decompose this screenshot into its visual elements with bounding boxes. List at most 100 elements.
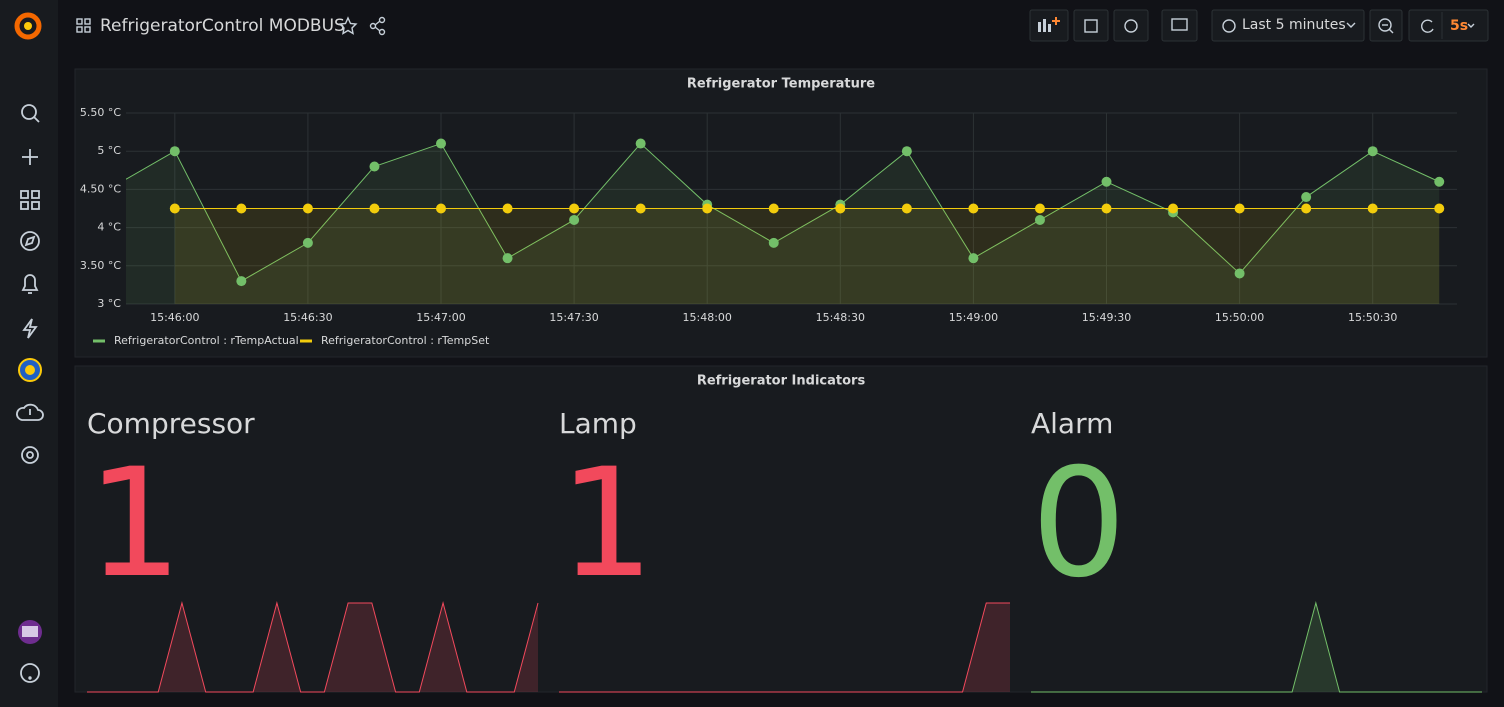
data-point	[1034, 214, 1045, 225]
x-tick-label: 15:50:00	[1215, 311, 1264, 324]
data-point	[302, 203, 313, 214]
data-point	[1234, 268, 1245, 279]
dashboards-icon[interactable]	[20, 190, 40, 210]
share-icon[interactable]	[369, 16, 386, 36]
data-point	[436, 138, 447, 149]
x-tick-label: 15:49:00	[949, 311, 998, 324]
data-point	[569, 214, 580, 225]
refresh-interval[interactable]: 5s	[1450, 18, 1468, 34]
data-point	[702, 203, 713, 214]
sparkline-area	[87, 603, 538, 692]
stat-value: 0	[1031, 437, 1126, 611]
server-icon[interactable]	[18, 358, 42, 382]
chevron	[1346, 22, 1356, 28]
dashboard-title[interactable]: RefrigeratorControl MODBUS	[100, 16, 345, 36]
plot-area	[126, 138, 1445, 304]
legend-label[interactable]: RefrigeratorControl : rTempSet	[321, 334, 490, 347]
x-tick-label: 15:48:00	[683, 311, 732, 324]
time-picker[interactable]	[1211, 9, 1365, 42]
stat-name: Compressor	[87, 407, 255, 440]
data-point	[1234, 203, 1245, 214]
stat-value: 1	[87, 437, 182, 611]
sidebar	[0, 0, 58, 707]
refresh-button[interactable]	[1408, 9, 1489, 42]
data-point	[169, 146, 180, 157]
x-tick-label: 15:46:30	[283, 311, 332, 324]
y-tick-label: 3.50 °C	[80, 259, 121, 272]
zoom-icon	[1378, 18, 1394, 34]
data-point	[302, 237, 313, 248]
y-tick-label: 5 °C	[97, 144, 121, 157]
data-point	[901, 203, 912, 214]
y-tick-label: 4.50 °C	[80, 182, 121, 195]
data-point	[1367, 203, 1378, 214]
x-tick-label: 15:47:00	[416, 311, 465, 324]
data-point	[169, 203, 180, 214]
settings-icon[interactable]	[21, 446, 39, 464]
stat-value: 1	[559, 437, 654, 611]
tv-icon	[1171, 18, 1188, 31]
cloud-icon[interactable]	[16, 403, 44, 421]
panel	[74, 365, 1488, 693]
series-area	[126, 143, 1440, 304]
x-tick-label: 15:48:30	[816, 311, 865, 324]
help-icon[interactable]	[20, 663, 40, 683]
data-point	[1434, 176, 1445, 187]
data-point	[1101, 176, 1112, 187]
chevron	[1467, 23, 1475, 28]
data-point	[1034, 203, 1045, 214]
data-point	[1301, 203, 1312, 214]
settings-button[interactable]	[1113, 9, 1149, 42]
clock-icon	[1222, 19, 1236, 33]
dashboard-grid-icon	[76, 18, 91, 33]
y-tick-label: 5.50 °C	[80, 106, 121, 119]
x-tick-label: 15:49:30	[1082, 311, 1131, 324]
data-point	[1434, 203, 1445, 214]
data-point	[635, 203, 646, 214]
legend-label[interactable]: RefrigeratorControl : rTempActual	[114, 334, 299, 347]
save-icon	[1084, 19, 1098, 33]
x-tick-label: 15:50:30	[1348, 311, 1397, 324]
explore-icon[interactable]	[20, 231, 40, 251]
y-tick-label: 4 °C	[97, 221, 121, 234]
add-panel-icon	[1038, 17, 1060, 32]
x-tick-label: 15:47:30	[549, 311, 598, 324]
data-point	[502, 253, 513, 264]
search-icon[interactable]	[21, 104, 40, 123]
create-icon[interactable]	[22, 149, 38, 165]
data-point	[1168, 203, 1179, 214]
data-point	[1301, 192, 1312, 203]
data-point	[1367, 146, 1378, 157]
y-tick-label: 3 °C	[97, 297, 121, 310]
data-point	[901, 146, 912, 157]
save-button[interactable]	[1073, 9, 1109, 42]
alerting-icon[interactable]	[21, 274, 39, 294]
tv-mode-button[interactable]	[1161, 9, 1198, 42]
data-point	[236, 276, 247, 287]
x-tick-label: 15:46:00	[150, 311, 199, 324]
refresh-icon	[1421, 19, 1434, 33]
user-avatar[interactable]	[18, 620, 42, 644]
data-point	[1101, 203, 1112, 214]
data-point	[835, 203, 846, 214]
data-point	[569, 203, 580, 214]
grafana-logo[interactable]	[14, 12, 42, 40]
data-point	[369, 203, 380, 214]
data-point	[635, 138, 646, 149]
data-point	[768, 237, 779, 248]
data-point	[436, 203, 447, 214]
data-point	[369, 161, 380, 172]
data-point	[502, 203, 513, 214]
time-range: Last 5 minutes	[1242, 17, 1346, 33]
panel-title[interactable]: Refrigerator Indicators	[697, 374, 866, 389]
star-icon[interactable]	[338, 16, 358, 35]
data-point	[768, 203, 779, 214]
panel-title[interactable]: Refrigerator Temperature	[687, 77, 875, 92]
data-point	[236, 203, 247, 214]
stat-name: Alarm	[1031, 407, 1113, 440]
series-area	[174, 208, 1440, 304]
settings-icon	[1124, 19, 1138, 33]
plugins-icon[interactable]	[22, 318, 38, 339]
